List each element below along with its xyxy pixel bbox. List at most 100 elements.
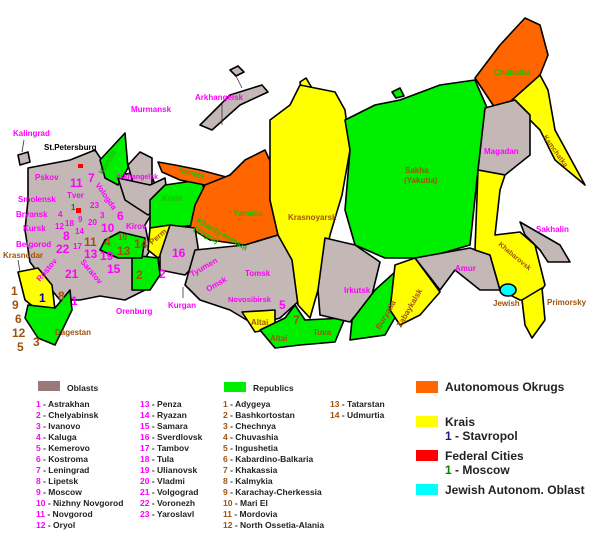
republic-legend-item: 8 - Kalmykia bbox=[223, 476, 273, 486]
region-caucasus-republics[interactable] bbox=[24, 289, 73, 346]
num-oblast-16: 16 bbox=[172, 246, 186, 260]
label-tver: Tver bbox=[67, 191, 84, 200]
region-tatarstan-udmurtia[interactable] bbox=[99, 231, 146, 259]
label-tomsk: Tomsk bbox=[245, 269, 271, 278]
num-republic-10: 10 bbox=[118, 233, 127, 242]
num-republic-5: 5 bbox=[17, 340, 24, 354]
num-republic-6: 6 bbox=[15, 312, 22, 326]
republic-swatch bbox=[224, 382, 246, 392]
label-krasnoyarsk: Krasnoyarsk bbox=[288, 213, 337, 222]
num-oblast-19: 19 bbox=[100, 249, 114, 263]
region-amur[interactable] bbox=[414, 247, 501, 291]
region-sverdlovsk[interactable] bbox=[159, 224, 201, 276]
federal-city-st-petersburg[interactable] bbox=[78, 164, 83, 168]
num-oblast-15: 15 bbox=[107, 262, 121, 276]
legend-republics-title: Republics bbox=[253, 383, 294, 393]
label-yamalia: Yamalia bbox=[233, 209, 263, 218]
region-khabarovsk[interactable] bbox=[474, 169, 546, 301]
label-chukotka: Chukotka bbox=[494, 68, 531, 77]
novaya-zemlya[interactable] bbox=[199, 84, 269, 131]
label-dagestan: Dagestan bbox=[55, 328, 91, 337]
num-federal-1: 1 bbox=[71, 203, 76, 212]
region-primorsky[interactable] bbox=[521, 287, 546, 339]
label-altai-republic: Altai bbox=[270, 334, 287, 343]
oblast-legend-item: 14 - Ryazan bbox=[140, 410, 187, 420]
num-krai-1: 1 bbox=[39, 291, 46, 305]
oblast-legend-item: 9 - Moscow bbox=[36, 487, 82, 497]
region-magadan[interactable] bbox=[477, 99, 531, 176]
label-pskov: Pskov bbox=[35, 173, 59, 182]
federal-city-swatch bbox=[416, 450, 438, 461]
num-oblast-2: 2 bbox=[159, 267, 166, 281]
num-oblast-1: 1 bbox=[71, 294, 78, 308]
republic-legend-item: 5 - Ingushetia bbox=[223, 443, 278, 453]
oblast-legend-item: 19 - Ulianovsk bbox=[140, 465, 197, 475]
republic-legend-item: 3 - Chechnya bbox=[223, 421, 276, 431]
label-krasnodar: Krasnodar bbox=[3, 251, 43, 260]
oblast-legend-item: 10 - Nizhny Novgorod bbox=[36, 498, 123, 508]
oblast-legend-item: 15 - Samara bbox=[140, 421, 188, 431]
label-arkhangelsk-oblast: Arkhangelsk bbox=[116, 174, 158, 181]
federal-city-moscow[interactable] bbox=[76, 208, 81, 213]
oblast-legend-item: 17 - Tambov bbox=[140, 443, 189, 453]
num-republic-8: 8 bbox=[58, 289, 65, 303]
oblast-legend-item: 21 - Volgograd bbox=[140, 487, 198, 497]
oblast-legend-item: 12 - Oryol bbox=[36, 520, 75, 530]
label-st-petersburg: St.Petersburg bbox=[44, 143, 97, 152]
num-republic-7: 7 bbox=[293, 313, 300, 327]
num-oblast-22: 22 bbox=[56, 242, 70, 256]
jewish-swatch bbox=[416, 484, 438, 495]
num-republic-11: 11 bbox=[84, 235, 97, 249]
num-oblast-3: 3 bbox=[100, 211, 105, 220]
legend-federal-item: 1 - Moscow bbox=[445, 463, 510, 477]
num-oblast-21: 21 bbox=[65, 267, 79, 281]
num-oblast-17: 17 bbox=[73, 242, 82, 251]
legend-oblasts-title: Oblasts bbox=[67, 383, 98, 393]
new-siberian-islands bbox=[391, 87, 405, 99]
region-krasnoyarsk[interactable] bbox=[269, 84, 351, 319]
num-republic-2: 2 bbox=[136, 268, 143, 282]
region-jewish[interactable] bbox=[499, 283, 517, 297]
label-tuva: Tuva bbox=[313, 328, 332, 337]
num-oblast-5: 5 bbox=[279, 298, 286, 312]
region-kaliningrad[interactable] bbox=[17, 151, 31, 166]
num-oblast-10: 10 bbox=[101, 221, 115, 235]
num-republic-4: 4 bbox=[104, 235, 111, 249]
num-oblast-11: 11 bbox=[70, 176, 83, 190]
oblast-legend-item: 16 - Sverdlovsk bbox=[140, 432, 203, 442]
republic-legend-item: 11 - Mordovia bbox=[223, 509, 278, 519]
region-tyumen-omsk-tomsk[interactable] bbox=[184, 234, 301, 326]
label-sakha: Sakha bbox=[405, 166, 429, 175]
num-oblast-6: 6 bbox=[117, 209, 124, 223]
oblast-legend-item: 18 - Tula bbox=[140, 454, 174, 464]
label-bryansk: Bryansk bbox=[16, 210, 48, 219]
legend-krais: Krais bbox=[445, 415, 475, 429]
region-sakha[interactable] bbox=[344, 79, 489, 259]
num-oblast-8: 8 bbox=[63, 229, 70, 243]
label-irkutsk: Irkutsk bbox=[344, 286, 371, 295]
region-sakhalin[interactable] bbox=[519, 221, 571, 263]
republic-legend-item: 12 - North Ossetia-Alania bbox=[223, 520, 324, 530]
autonomous-okrug-swatch bbox=[416, 381, 438, 393]
label-kursk: Kursk bbox=[23, 224, 46, 233]
label-smolensk: Smolensk bbox=[18, 195, 56, 204]
num-oblast-4: 4 bbox=[58, 210, 63, 219]
oblast-legend-item: 13 - Penza bbox=[140, 399, 182, 409]
republic-legend-item: 14 - Udmurtia bbox=[330, 410, 385, 420]
legend-krai-item: 1 - Stavropol bbox=[445, 429, 518, 443]
oblast-legend-item: 4 - Kaluga bbox=[36, 432, 77, 442]
region-karelia[interactable] bbox=[99, 132, 129, 186]
label-arkhangelsk: Arkhangelsk bbox=[195, 93, 244, 102]
num-oblast-13: 13 bbox=[84, 247, 98, 261]
krai-swatch bbox=[416, 416, 438, 427]
num-republic-14: 14 bbox=[134, 237, 148, 251]
oblast-legend-item: 1 - Astrakhan bbox=[36, 399, 90, 409]
legend-jewish: Jewish Autonom. Oblast bbox=[445, 483, 585, 497]
oblast-legend-item: 6 - Kostroma bbox=[36, 454, 88, 464]
region-bashkortostan[interactable] bbox=[131, 254, 161, 291]
num-oblast-18: 18 bbox=[65, 219, 74, 228]
